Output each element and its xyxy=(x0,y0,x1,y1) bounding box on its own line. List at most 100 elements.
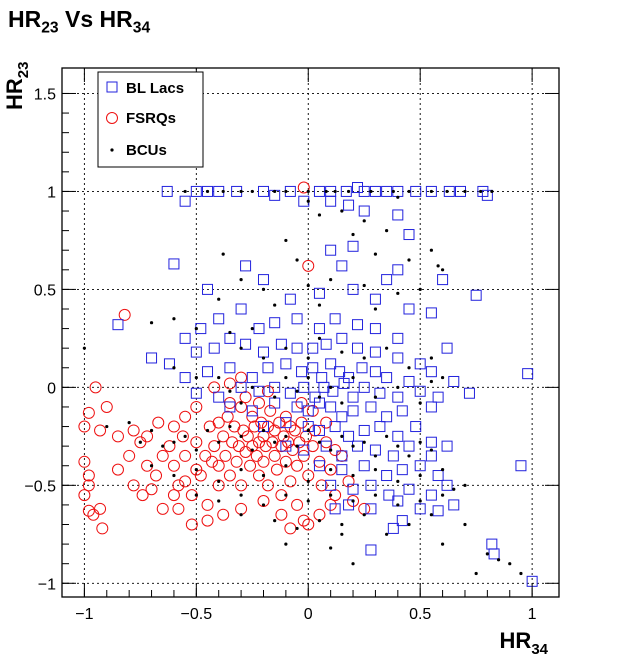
legend-box xyxy=(97,71,204,168)
point-bl-lac xyxy=(112,319,124,331)
point-fsrq xyxy=(275,440,288,453)
point-bl-lac xyxy=(213,391,225,403)
point-bcu xyxy=(362,283,366,288)
point-bl-lac xyxy=(481,189,493,201)
point-fsrq xyxy=(118,308,131,321)
point-fsrq xyxy=(244,459,257,472)
point-fsrq xyxy=(288,424,301,437)
x-tick-label: 1 xyxy=(528,606,537,623)
point-bcu xyxy=(239,189,243,194)
point-bcu xyxy=(396,503,400,507)
point-bcu xyxy=(445,189,449,194)
point-bcu xyxy=(250,385,254,389)
point-bl-lac xyxy=(381,185,393,197)
point-bl-lac xyxy=(414,385,426,397)
y-tick-label: −1 xyxy=(38,576,56,593)
x-tick-label: 0 xyxy=(304,606,313,623)
point-fsrq xyxy=(201,498,214,511)
point-bl-lac xyxy=(240,338,252,350)
point-bl-lac xyxy=(313,460,325,472)
point-bl-lac xyxy=(163,358,175,370)
point-fsrq xyxy=(185,518,198,531)
point-bcu xyxy=(284,346,288,350)
point-bl-lac xyxy=(343,199,355,211)
point-bl-lac xyxy=(448,375,460,387)
legend-marker-bl-lacs xyxy=(106,81,118,93)
point-fsrq xyxy=(96,522,109,535)
point-bcu xyxy=(463,189,467,194)
ticks-layer: −1 −0.5 0 0.5 1 −1 −0.5 0 0.5 1 1.5 xyxy=(24,68,559,623)
point-bcu xyxy=(396,479,400,484)
point-bcu xyxy=(440,468,445,472)
point-fsrq xyxy=(297,449,310,462)
point-fsrq xyxy=(306,440,319,453)
legend-marker-bcus xyxy=(110,148,114,152)
point-fsrq xyxy=(156,449,169,462)
point-bl-lac xyxy=(313,287,325,299)
point-bcu xyxy=(149,464,154,468)
point-bcu xyxy=(183,434,187,438)
point-bl-lac xyxy=(463,387,475,399)
point-bl-lac xyxy=(161,185,173,197)
point-bcu xyxy=(329,448,333,452)
point-bl-lac xyxy=(240,260,252,272)
point-fsrq xyxy=(264,404,277,417)
point-bl-lac xyxy=(369,366,381,378)
point-bcu xyxy=(138,440,142,444)
point-fsrq xyxy=(176,430,189,443)
point-bl-lac xyxy=(190,346,202,358)
point-fsrq xyxy=(167,489,180,502)
point-bcu xyxy=(391,189,395,194)
point-bl-lac xyxy=(313,185,325,197)
point-fsrq xyxy=(223,397,236,410)
point-bcu xyxy=(273,395,277,399)
point-bl-lac xyxy=(320,440,332,452)
y-axis-title-sub: 23 xyxy=(15,62,32,79)
point-bcu xyxy=(317,518,322,523)
point-bl-lac xyxy=(302,405,314,417)
x-tick-label: 0.5 xyxy=(409,606,431,623)
point-bcu xyxy=(429,513,433,517)
point-fsrq xyxy=(167,420,180,433)
point-bcu xyxy=(273,440,277,444)
point-fsrq xyxy=(190,463,203,476)
point-fsrq xyxy=(78,489,91,502)
legend-label-bl-lacs: BL Lacs xyxy=(126,80,184,97)
point-bcu xyxy=(479,189,483,194)
series-bl-lacs xyxy=(112,182,538,587)
point-fsrq xyxy=(268,449,281,462)
point-bl-lac xyxy=(369,323,381,335)
point-bcu xyxy=(496,558,501,562)
point-bcu xyxy=(373,252,378,256)
point-bl-lac xyxy=(432,470,444,482)
point-fsrq xyxy=(179,475,192,488)
point-bcu xyxy=(340,532,344,536)
point-bcu xyxy=(396,195,400,199)
point-fsrq xyxy=(273,416,286,429)
point-fsrq xyxy=(324,463,337,476)
point-bcu xyxy=(306,479,310,484)
point-bcu xyxy=(340,209,344,213)
point-bl-lac xyxy=(318,381,330,393)
x-axis-title-main: HR xyxy=(500,628,532,653)
point-bcu xyxy=(284,434,288,438)
point-bcu xyxy=(284,493,288,497)
point-fsrq xyxy=(297,514,310,527)
legend-label-bcus: BCUs xyxy=(126,142,167,159)
point-bcu xyxy=(183,189,187,194)
point-bcu xyxy=(463,483,467,487)
point-bl-lac xyxy=(358,185,370,197)
point-fsrq xyxy=(123,449,136,462)
point-bcu xyxy=(362,440,366,444)
point-bcu xyxy=(194,375,198,380)
point-fsrq xyxy=(127,479,140,492)
point-bcu xyxy=(239,278,243,282)
point-bcu xyxy=(250,326,254,331)
point-bcu xyxy=(474,571,478,576)
point-bcu xyxy=(329,493,333,497)
point-bl-lac xyxy=(403,375,415,387)
point-fsrq xyxy=(179,449,192,462)
point-bl-lac xyxy=(387,522,399,534)
point-bl-lac xyxy=(202,366,214,378)
